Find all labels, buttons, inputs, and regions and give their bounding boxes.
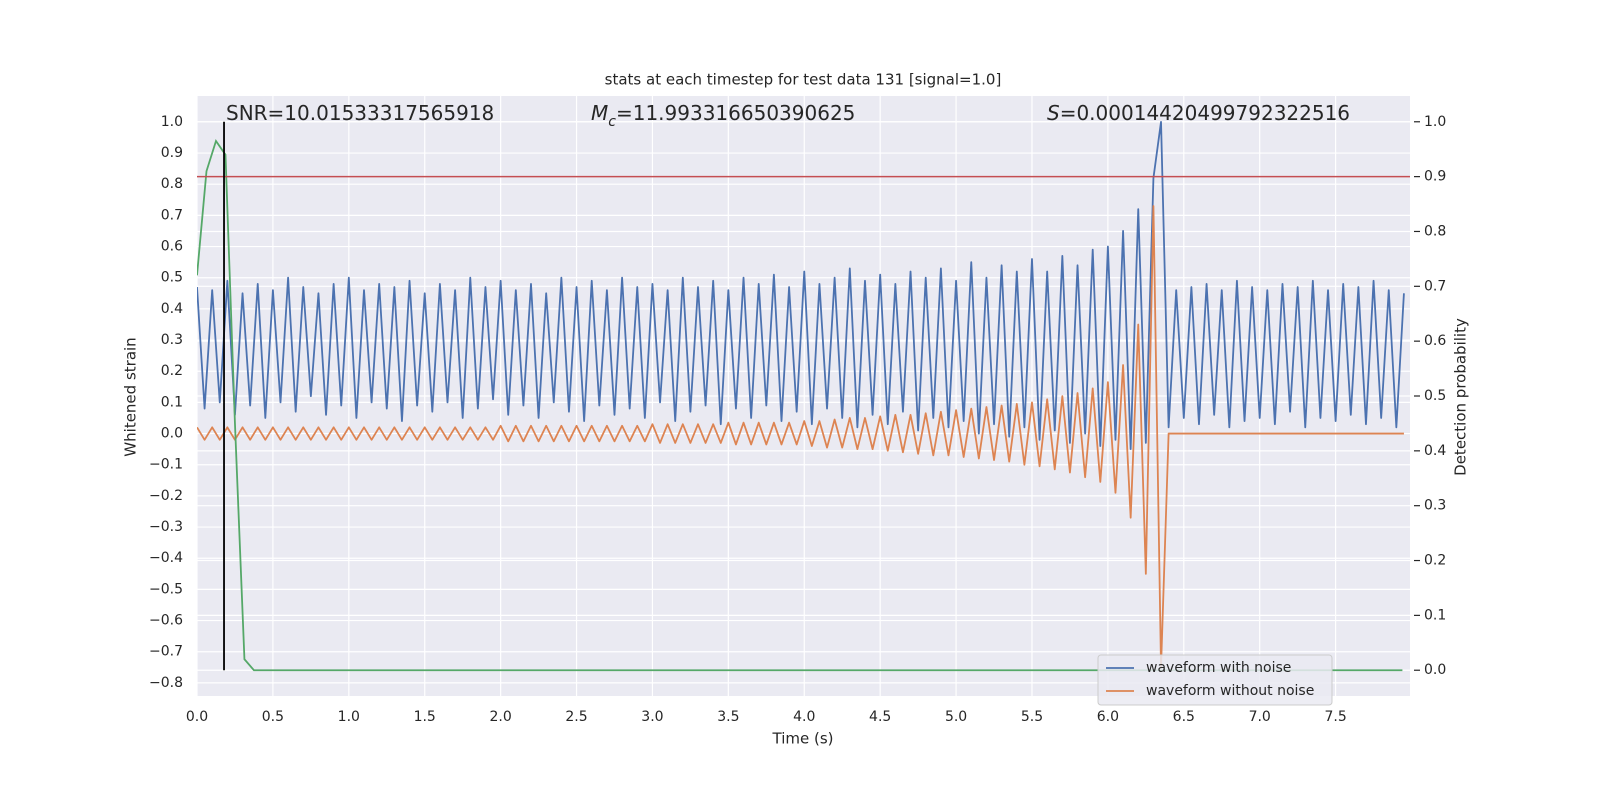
y2-tick-label: 0.3 (1424, 498, 1446, 514)
series-line (197, 205, 1404, 669)
x-tick-label: 2.5 (565, 709, 587, 725)
x-tick-label: 5.0 (945, 709, 967, 725)
y-tick-label: −0.6 (149, 613, 183, 629)
x-tick-label: 2.0 (489, 709, 511, 725)
y-axis-label: Whitened strain (122, 337, 140, 456)
y-tick-label: 0.3 (161, 332, 183, 348)
y-tick-label: −0.1 (149, 457, 183, 473)
series-line (197, 120, 1405, 451)
x-tick-label: 7.0 (1249, 709, 1271, 725)
legend-box (1097, 654, 1333, 706)
annotation-subscript: c (608, 114, 616, 130)
x-tick-label: 3.5 (717, 709, 739, 725)
y2-tick-label: 1.0 (1424, 114, 1446, 130)
x-tick-label: 1.5 (414, 709, 436, 725)
y2-tick-label: 0.9 (1424, 169, 1446, 185)
y-tick-label: 0.8 (161, 176, 183, 192)
y2-tick-label: 0.4 (1424, 443, 1446, 459)
y-tick-label: 0.0 (161, 426, 183, 442)
y-tick-label: −0.5 (149, 581, 183, 597)
probability-line (197, 138, 1403, 672)
legend-label: waveform without noise (1146, 683, 1314, 699)
y2-tick-label: 0.5 (1424, 388, 1446, 404)
y-tick-label: 0.5 (161, 270, 183, 286)
y2-tick-label: 0.2 (1424, 553, 1446, 569)
x-tick-label: 3.0 (641, 709, 663, 725)
y-tick-label: 0.9 (161, 145, 183, 161)
y-tick-label: 0.7 (161, 207, 183, 223)
chart-title: stats at each timestep for test data 131… (605, 71, 1002, 89)
x-tick-label: 4.5 (869, 709, 891, 725)
y-tick-label: −0.3 (149, 519, 183, 535)
y2-axis-label: Detection probability (1452, 318, 1470, 476)
x-tick-label: 0.0 (186, 709, 208, 725)
y-tick-label: −0.7 (149, 644, 183, 660)
x-tick-label: 4.0 (793, 709, 815, 725)
x-tick-label: 0.5 (262, 709, 284, 725)
y2-tick-label: 0.1 (1424, 607, 1446, 623)
y-tick-label: −0.4 (149, 550, 183, 566)
x-tick-label: 6.0 (1097, 709, 1119, 725)
y-tick-label: −0.2 (149, 488, 183, 504)
annotation-symbol: S (1047, 101, 1060, 125)
y-tick-label: −0.8 (149, 675, 183, 691)
annotation-symbol: M (591, 101, 608, 125)
y-tick-label: 0.6 (161, 239, 183, 255)
y2-tick-label: 0.0 (1424, 662, 1446, 678)
annotation-text: SNR=10.01533317565918 (226, 101, 494, 125)
x-axis-label: Time (s) (772, 730, 834, 748)
x-tick-label: 5.5 (1021, 709, 1043, 725)
y-tick-label: 1.0 (161, 114, 183, 130)
y2-tick-label: 0.6 (1424, 333, 1446, 349)
legend-label: waveform with noise (1146, 660, 1291, 676)
y2-tick-label: 0.8 (1424, 223, 1446, 239)
x-tick-label: 6.5 (1173, 709, 1195, 725)
annotation: Mc=11.993316650390625 (591, 101, 855, 131)
y-tick-label: 0.4 (161, 301, 183, 317)
x-tick-label: 7.5 (1324, 709, 1346, 725)
y-tick-label: 0.2 (161, 363, 183, 379)
annotation: S=0.00014420499792322516 (1047, 101, 1350, 125)
annotation: SNR=10.01533317565918 (226, 101, 494, 125)
annotation-text: =0.00014420499792322516 (1060, 101, 1350, 125)
annotation-text: =11.993316650390625 (616, 101, 855, 125)
x-tick-label: 1.0 (338, 709, 360, 725)
y-tick-label: 0.1 (161, 394, 183, 410)
y2-tick-label: 0.7 (1424, 278, 1446, 294)
